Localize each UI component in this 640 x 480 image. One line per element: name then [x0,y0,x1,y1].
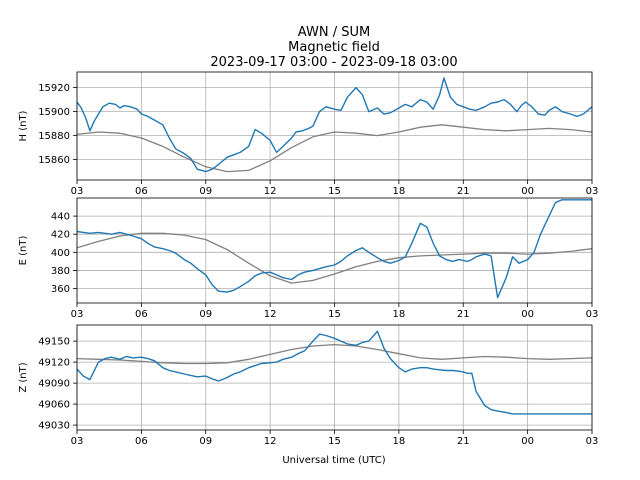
e-x-tick-label: 00 [521,309,534,320]
z-x-tick-label: 15 [328,436,341,447]
e-y-tick-label: 440 [51,212,70,223]
h-x-tick-label: 18 [393,186,406,197]
e-x-tick-label: 03 [586,309,599,320]
e-component-panel: 03 06 09 12 15 18 21 00 03 360 380 400 420 440 E (nT) [18,197,599,320]
e-x-tick-label: 06 [135,309,148,320]
z-y-axis-label: Z (nT) [18,362,29,392]
e-baseline-series-line [77,232,592,284]
h-x-tick-label: 15 [328,186,341,197]
h-y-tick-label: 15880 [38,131,70,142]
e-x-tick-label: 12 [264,309,277,320]
h-x-tick-label: 00 [521,186,534,197]
e-measured-series-line [77,199,592,299]
e-y-tick-label: 400 [51,248,70,259]
x-axis-label: Universal time (UTC) [282,455,385,466]
z-x-tick-label: 18 [393,436,406,447]
e-x-tick-label: 18 [393,309,406,320]
title-station: AWN / SUM [298,25,370,40]
z-component-panel: 03 06 09 12 15 18 21 00 034903049060490904912049… [18,324,599,447]
e-x-tick-label: 15 [328,309,341,320]
z-y-tick-label: 49120 [38,358,70,369]
z-baseline-series-line [77,343,592,365]
h-component-panel: 03 06 09 12 15 18 21 00 03 15860 15880 15900 15920 H … [18,71,599,197]
h-y-axis-label: H (nT) [18,110,29,141]
title-quantity: Magnetic field [288,40,380,55]
h-x-tick-label: 09 [199,186,212,197]
z-y-tick-label: 49060 [38,400,70,411]
z-x-tick-label: 12 [264,436,277,447]
z-x-tick-label: 21 [457,436,470,447]
h-x-tick-label: 21 [457,186,470,197]
z-y-tick-label: 49150 [38,337,70,348]
h-plot-frame [76,71,593,181]
z-x-tick-label: 09 [199,436,212,447]
h-x-tick-label: 12 [264,186,277,197]
h-y-tick-label: 15900 [38,107,70,118]
z-plot-frame [76,324,593,431]
h-y-tick-label: 15920 [38,83,70,94]
e-x-tick-label: 09 [199,309,212,320]
e-y-tick-label: 420 [51,230,70,241]
z-x-tick-label: 06 [135,436,148,447]
chart-title: AWN / SUM Magnetic field 2023-09-17 03:0… [210,25,457,70]
z-x-tick-label: 03 [586,436,599,447]
h-y-tick-label: 15860 [38,155,70,166]
z-y-tick-label: 49030 [38,421,70,432]
h-x-tick-label: 06 [135,186,148,197]
e-y-axis-label: E (nT) [18,236,29,266]
z-y-tick-label: 49090 [38,379,70,390]
h-measured-series-line [77,77,592,173]
h-x-tick-label: 03 [71,186,84,197]
h-x-tick-label: 03 [586,186,599,197]
e-y-tick-label: 360 [51,284,70,295]
z-measured-series-line [77,330,592,415]
h-baseline-series-line [77,124,592,173]
title-time-range: 2023-09-17 03:00 - 2023-09-18 03:00 [210,55,457,70]
e-x-tick-label: 03 [71,309,84,320]
z-x-tick-label: 00 [521,436,534,447]
e-plot-frame [76,197,593,304]
e-y-tick-label: 380 [51,266,70,277]
e-x-tick-label: 21 [457,309,470,320]
z-x-tick-label: 03 [71,436,84,447]
